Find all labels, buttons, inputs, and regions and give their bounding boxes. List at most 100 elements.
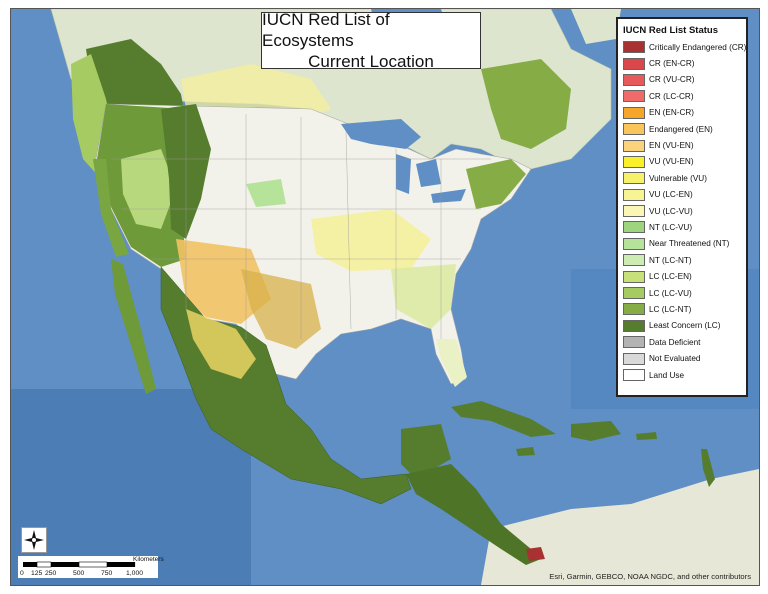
legend-item: Land Use [623,367,746,383]
panama-red [526,547,545,561]
legend-item: VU (LC-EN) [623,187,746,203]
legend-item: CR (EN-CR) [623,55,746,71]
legend-item: Vulnerable (VU) [623,170,746,186]
legend-label: LC (LC-VU) [649,288,692,298]
legend-item: LC (LC-NT) [623,301,746,317]
legend-label: VU (VU-EN) [649,157,694,167]
legend-label: VU (LC-EN) [649,190,693,200]
legend-label: LC (LC-EN) [649,272,692,282]
legend-label: LC (LC-NT) [649,304,692,314]
legend-label: CR (VU-CR) [649,75,695,85]
baja-california [111,259,156,394]
legend-label: Critically Endangered (CR) [649,42,747,52]
legend-label: CR (LC-CR) [649,91,694,101]
legend-label: Vulnerable (VU) [649,173,707,183]
midwest-yellow [311,209,431,271]
attribution-text: Esri, Garmin, GEBCO, NOAA NGDC, and othe… [549,572,751,581]
legend-label: VU (LC-VU) [649,206,693,216]
scale-tick: 750 [101,570,113,577]
legend-swatch [623,303,645,316]
legend-item: NT (LC-NT) [623,252,746,268]
legend-swatch [623,106,645,119]
legend-swatch [623,73,645,86]
south-america-land [481,469,759,585]
legend-swatch [623,155,645,168]
legend-swatch [623,90,645,103]
legend-label: EN (VU-EN) [649,141,694,151]
legend-item: Near Threatened (NT) [623,236,746,252]
legend-label: EN (EN-CR) [649,108,695,118]
legend-swatch [623,287,645,300]
legend-item: Least Concern (LC) [623,318,746,334]
southwest-orange [176,239,271,324]
legend-item: EN (EN-CR) [623,105,746,121]
legend-label: Near Threatened (NT) [649,239,730,249]
legend-swatch [623,254,645,267]
puerto-rico [636,432,657,440]
map-title-box: IUCN Red List of Ecosystems Current Loca… [261,10,481,71]
legend-item: VU (LC-VU) [623,203,746,219]
legend-swatch [623,205,645,218]
cuba [451,401,556,437]
legend-swatch [623,57,645,70]
legend-label: Not Evaluated [649,354,701,364]
pacific-coast-green [93,159,129,257]
hispaniola [571,421,621,441]
legend-label: Least Concern (LC) [649,321,721,331]
legend-item: NT (LC-VU) [623,219,746,235]
legend-label: NT (LC-VU) [649,222,693,232]
legend-item: LC (LC-EN) [623,268,746,284]
lesser-antilles [701,449,715,487]
legend-label: Land Use [649,370,685,380]
northeast-usa-green [466,159,526,209]
northeast-canada-green [481,59,571,149]
scale-bar-graphic [23,561,136,568]
legend-swatch [623,139,645,152]
legend-swatch [623,352,645,365]
map-frame: IUCN Red List of Ecosystems Current Loca… [10,8,760,586]
legend-swatch [623,270,645,283]
map-title-line2: Current Location [308,52,434,71]
plains-green-patch [246,179,286,207]
florida [436,339,467,387]
legend-swatch [623,319,645,332]
state-boundaries [111,109,491,339]
legend-item: CR (VU-CR) [623,72,746,88]
mexico-yellow [186,309,256,379]
legend-swatch [623,123,645,136]
legend-item: EN (VU-EN) [623,137,746,153]
legend-swatch [623,41,645,54]
scale-bar: Kilometers 0 125 250 500 750 1,000 [18,556,164,578]
legend-swatch [623,237,645,250]
scale-tick: 125 [31,570,43,577]
great-lakes [341,119,466,203]
scale-tick: 250 [45,570,57,577]
legend-item: Critically Endangered (CR) [623,39,746,55]
legend-label: Endangered (EN) [649,124,713,134]
legend-label: CR (EN-CR) [649,59,695,69]
legend-title: IUCN Red List Status [623,25,719,36]
legend-item: Not Evaluated [623,350,746,366]
legend-item: VU (VU-EN) [623,154,746,170]
scale-unit-label: Kilometers [133,556,164,563]
legend-swatch [623,221,645,234]
legend-swatch [623,336,645,349]
legend-item: LC (LC-VU) [623,285,746,301]
north-arrow [21,527,47,553]
legend-swatch [623,369,645,381]
legend-item: Endangered (EN) [623,121,746,137]
legend-label: NT (LC-NT) [649,255,692,265]
greenland-land [571,9,621,44]
legend-item: Data Deficient [623,334,746,350]
central-america [406,464,541,565]
yucatan [401,424,451,479]
scale-tick: 500 [73,570,85,577]
legend-label: Data Deficient [649,337,701,347]
map-title-line1: IUCN Red List of Ecosystems [262,10,390,50]
jamaica [516,447,535,456]
scale-tick: 0 [20,570,24,577]
legend-list: Critically Endangered (CR) CR (EN-CR) CR (… [618,39,746,383]
legend-swatch [623,172,645,185]
prairies-yellow [181,64,331,119]
legend-item: CR (LC-CR) [623,88,746,104]
